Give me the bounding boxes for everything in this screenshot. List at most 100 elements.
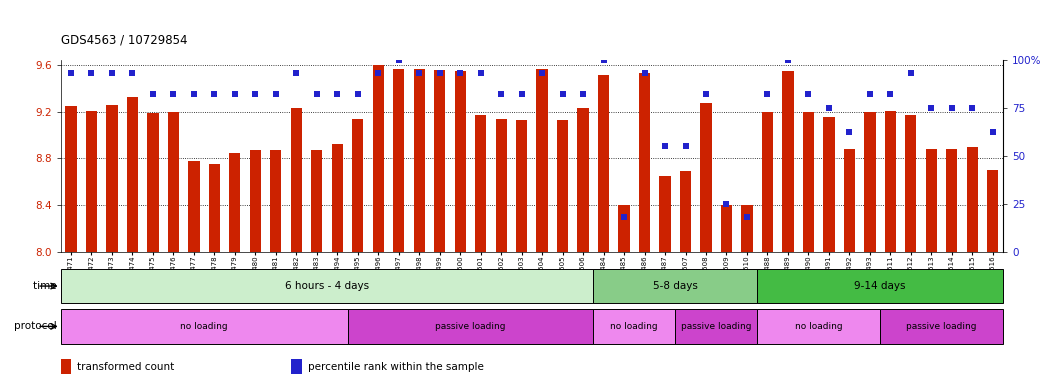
Bar bbox=[906, 115, 916, 252]
Bar bbox=[803, 112, 815, 252]
Text: 5-8 days: 5-8 days bbox=[653, 281, 697, 291]
Point bbox=[185, 91, 202, 97]
Point bbox=[63, 70, 80, 76]
Bar bbox=[762, 112, 773, 252]
Text: transformed count: transformed count bbox=[77, 362, 175, 372]
Point bbox=[677, 143, 694, 149]
Bar bbox=[454, 71, 466, 252]
Text: no loading: no loading bbox=[795, 322, 843, 331]
Bar bbox=[700, 103, 712, 252]
Point bbox=[984, 129, 1001, 136]
Point bbox=[841, 129, 857, 136]
Bar bbox=[757, 269, 1003, 303]
Text: GDS4563 / 10729854: GDS4563 / 10729854 bbox=[61, 33, 187, 46]
Point bbox=[534, 70, 551, 76]
Text: 9-14 days: 9-14 days bbox=[854, 281, 906, 291]
Point bbox=[595, 56, 611, 63]
Bar bbox=[619, 205, 629, 252]
Point bbox=[718, 200, 735, 207]
Point bbox=[452, 70, 469, 76]
Point bbox=[759, 91, 776, 97]
Point bbox=[923, 104, 940, 111]
Bar bbox=[127, 97, 138, 252]
Point bbox=[943, 104, 960, 111]
Bar bbox=[926, 149, 937, 252]
Point bbox=[370, 70, 386, 76]
Text: 6 hours - 4 days: 6 hours - 4 days bbox=[285, 281, 370, 291]
Bar bbox=[946, 149, 957, 252]
Bar bbox=[660, 176, 671, 252]
Bar bbox=[594, 269, 757, 303]
Text: no loading: no loading bbox=[610, 322, 659, 331]
Bar bbox=[594, 309, 675, 344]
Point bbox=[391, 56, 407, 63]
Point bbox=[903, 70, 919, 76]
Point bbox=[616, 214, 632, 220]
Bar bbox=[249, 150, 261, 252]
Bar bbox=[881, 309, 1003, 344]
Bar bbox=[844, 149, 855, 252]
Bar bbox=[516, 120, 528, 252]
Bar bbox=[65, 106, 76, 252]
Bar bbox=[495, 119, 507, 252]
Bar bbox=[61, 269, 594, 303]
Point bbox=[410, 70, 427, 76]
Point bbox=[513, 91, 530, 97]
Point bbox=[554, 91, 571, 97]
Point bbox=[206, 91, 223, 97]
Bar bbox=[86, 111, 97, 252]
Text: passive loading: passive loading bbox=[436, 322, 506, 331]
Point bbox=[267, 91, 284, 97]
Bar bbox=[332, 144, 343, 252]
Bar bbox=[680, 171, 691, 252]
Point bbox=[964, 104, 981, 111]
Bar bbox=[475, 115, 486, 252]
Bar bbox=[639, 73, 650, 252]
Text: percentile rank within the sample: percentile rank within the sample bbox=[308, 362, 484, 372]
Point bbox=[493, 91, 510, 97]
Point bbox=[882, 91, 898, 97]
Bar bbox=[823, 116, 834, 252]
Point bbox=[738, 214, 755, 220]
Bar bbox=[373, 65, 384, 252]
Point bbox=[637, 70, 653, 76]
Point bbox=[144, 91, 161, 97]
Bar bbox=[598, 74, 609, 252]
Bar bbox=[757, 309, 881, 344]
Point bbox=[800, 91, 817, 97]
Bar bbox=[352, 119, 363, 252]
Bar bbox=[229, 152, 241, 252]
Bar bbox=[864, 112, 875, 252]
Bar bbox=[188, 161, 200, 252]
Bar bbox=[291, 108, 302, 252]
Point bbox=[124, 70, 140, 76]
Bar bbox=[885, 111, 896, 252]
Bar bbox=[675, 309, 757, 344]
Bar bbox=[348, 309, 594, 344]
Bar bbox=[578, 108, 588, 252]
Bar bbox=[741, 205, 753, 252]
Bar bbox=[107, 105, 117, 252]
Point bbox=[472, 70, 489, 76]
Bar bbox=[311, 150, 322, 252]
Text: protocol: protocol bbox=[14, 321, 60, 331]
Point bbox=[431, 70, 448, 76]
Bar bbox=[414, 69, 425, 252]
Point bbox=[165, 91, 182, 97]
Text: passive loading: passive loading bbox=[681, 322, 752, 331]
Bar bbox=[966, 147, 978, 252]
Bar bbox=[208, 164, 220, 252]
Point bbox=[329, 91, 346, 97]
Point bbox=[350, 91, 366, 97]
Bar bbox=[536, 69, 548, 252]
Point bbox=[821, 104, 838, 111]
Point bbox=[83, 70, 99, 76]
Point bbox=[309, 91, 326, 97]
Text: passive loading: passive loading bbox=[907, 322, 977, 331]
Bar bbox=[168, 112, 179, 252]
Bar bbox=[987, 170, 999, 252]
Point bbox=[288, 70, 305, 76]
Point bbox=[780, 56, 797, 63]
Point bbox=[656, 143, 673, 149]
Point bbox=[575, 91, 592, 97]
